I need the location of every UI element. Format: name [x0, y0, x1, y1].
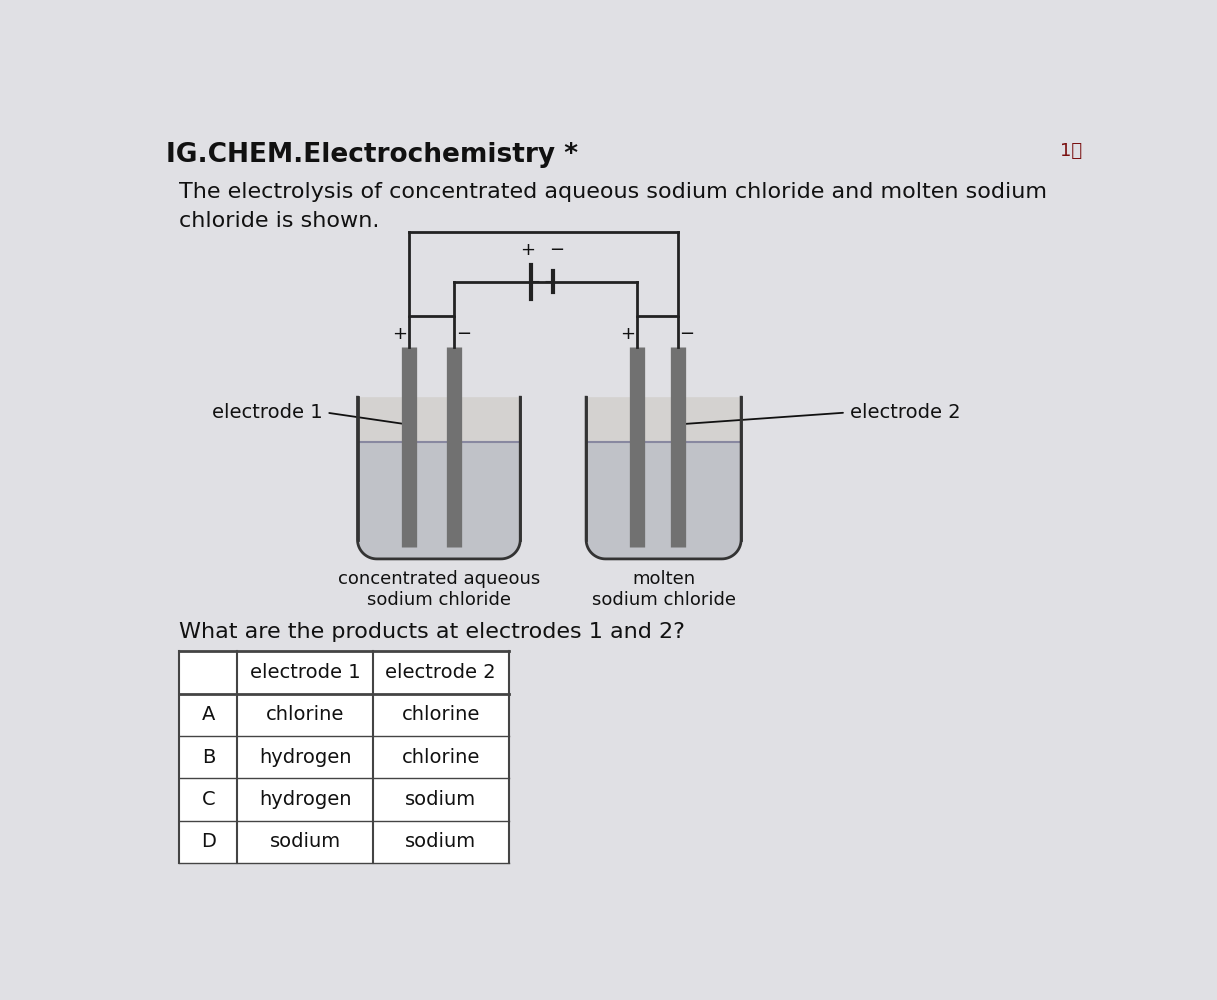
Text: electrode 1: electrode 1 [249, 663, 360, 682]
Text: sodium: sodium [270, 832, 341, 851]
FancyBboxPatch shape [179, 651, 509, 863]
Text: −: − [550, 241, 565, 259]
Text: sodium: sodium [405, 790, 476, 809]
Text: molten
sodium chloride: molten sodium chloride [591, 570, 735, 609]
Text: −: − [456, 325, 471, 343]
Text: What are the products at electrodes 1 and 2?: What are the products at electrodes 1 an… [179, 622, 685, 642]
Text: hydrogen: hydrogen [259, 790, 352, 809]
Text: B: B [202, 748, 215, 767]
Text: IG.CHEM.Electrochemistry *: IG.CHEM.Electrochemistry * [166, 142, 578, 168]
Text: chlorine: chlorine [402, 705, 479, 724]
Text: chloride is shown.: chloride is shown. [179, 211, 380, 231]
Text: D: D [201, 832, 215, 851]
Text: chlorine: chlorine [402, 748, 479, 767]
Text: +: + [393, 325, 408, 343]
Polygon shape [358, 442, 520, 559]
Polygon shape [358, 397, 520, 559]
Text: hydrogen: hydrogen [259, 748, 352, 767]
Text: concentrated aqueous
sodium chloride: concentrated aqueous sodium chloride [338, 570, 540, 609]
Text: +: + [619, 325, 635, 343]
Text: 1分: 1分 [1060, 142, 1082, 160]
Text: electrode 1: electrode 1 [212, 403, 323, 422]
Text: A: A [202, 705, 215, 724]
Text: +: + [520, 241, 535, 259]
Text: −: − [679, 325, 695, 343]
Text: chlorine: chlorine [267, 705, 344, 724]
Polygon shape [587, 397, 741, 559]
Text: The electrolysis of concentrated aqueous sodium chloride and molten sodium: The electrolysis of concentrated aqueous… [179, 182, 1048, 202]
Text: electrode 2: electrode 2 [849, 403, 960, 422]
Text: sodium: sodium [405, 832, 476, 851]
Text: C: C [202, 790, 215, 809]
Text: electrode 2: electrode 2 [386, 663, 497, 682]
Polygon shape [587, 442, 741, 559]
